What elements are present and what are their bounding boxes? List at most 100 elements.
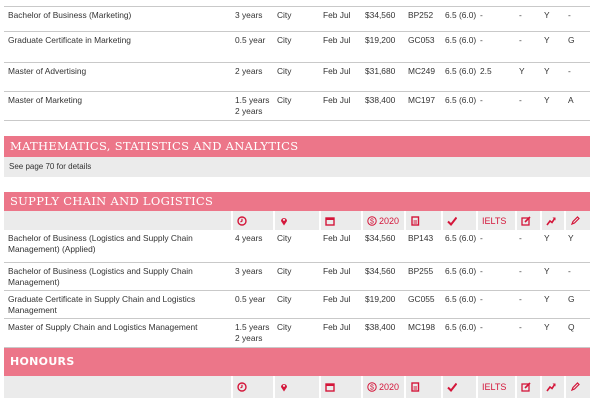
table-row: Master of Marketing 1.5 years 2 years City… [4, 92, 590, 121]
cell-duration: 4 years [235, 233, 263, 243]
cell-c10: - [568, 266, 571, 276]
cell-c9: Y [544, 233, 550, 243]
table-row: Graduate Certificate in Supply Chain and… [4, 291, 590, 319]
cell-c9: Y [544, 322, 550, 332]
cell-name: Master of Advertising [8, 66, 87, 76]
cell-code: GC053 [408, 35, 435, 45]
cell-duration: 0.5 year [235, 294, 266, 304]
clock-icon [231, 376, 273, 398]
cell-duration: 0.5 year [235, 35, 266, 45]
cell-c7: - [480, 294, 483, 304]
location-pin-icon [273, 211, 319, 230]
cell-name: Bachelor of Business (Marketing) [8, 10, 132, 20]
trend-icon [540, 211, 564, 230]
cell-c7: - [480, 10, 483, 20]
cell-c10: Y [568, 233, 574, 243]
cell-fee: $38,400 [365, 95, 396, 105]
cell-intake: Feb Jul [323, 95, 351, 105]
cell-c10: Q [568, 322, 575, 332]
trend-icon [540, 376, 564, 398]
cell-code: GC055 [408, 294, 435, 304]
cell-c9: Y [544, 266, 550, 276]
cell-location: City [277, 266, 292, 276]
cell-c8: Y [519, 66, 525, 76]
cell-intake: Feb Jul [323, 233, 351, 243]
cell-c10: A [568, 95, 574, 105]
cell-c9: Y [544, 35, 550, 45]
column-header-row: $2020 IELTS [4, 376, 590, 398]
cell-intake: Feb Jul [323, 10, 351, 20]
cell-c8: - [519, 95, 522, 105]
cell-code: BP252 [408, 10, 434, 20]
cell-duration: 1.5 years 2 years [235, 95, 270, 116]
cell-c7: - [480, 322, 483, 332]
table-row: Bachelor of Business (Logistics and Supp… [4, 263, 590, 291]
dollar-icon: $2020 [361, 211, 404, 230]
cell-code: MC198 [408, 322, 435, 332]
table-row: Bachelor of Business (Marketing) 3 years C… [4, 7, 590, 32]
cell-location: City [277, 294, 292, 304]
cell-intake: Feb Jul [323, 294, 351, 304]
cell-ielts: 6.5 (6.0) [445, 10, 477, 20]
cell-fee: $34,560 [365, 233, 396, 243]
cell-ielts: 6.5 (6.0) [445, 233, 477, 243]
cell-intake: Feb Jul [323, 322, 351, 332]
cell-c7: - [480, 266, 483, 276]
cell-c10: G [568, 35, 575, 45]
cell-name: Bachelor of Business (Logistics and Supp… [8, 233, 193, 254]
calendar-icon [319, 211, 361, 230]
cell-c8: - [519, 294, 522, 304]
cell-name: Master of Marketing [8, 95, 83, 105]
cell-ielts: 6.5 (6.0) [445, 266, 477, 276]
cell-duration: 2 years [235, 66, 263, 76]
cell-fee: $19,200 [365, 35, 396, 45]
cell-c9: Y [544, 10, 550, 20]
dollar-icon: $2020 [361, 376, 404, 398]
cell-location: City [277, 322, 292, 332]
location-pin-icon [273, 376, 319, 398]
cell-intake: Feb Jul [323, 266, 351, 276]
ielts-header: IELTS [476, 211, 515, 230]
cell-c8: - [519, 10, 522, 20]
cell-location: City [277, 10, 292, 20]
cell-code: BP143 [408, 233, 434, 243]
table-row: Master of Supply Chain and Logistics Man… [4, 319, 590, 348]
table-row: Bachelor of Business (Logistics and Supp… [4, 230, 590, 263]
cell-duration: 3 years [235, 10, 263, 20]
cell-c8: - [519, 322, 522, 332]
cell-c8: - [519, 266, 522, 276]
section-header-mathematics: MATHEMATICS, STATISTICS AND ANALYTICS [4, 136, 590, 157]
cell-c10: G [568, 294, 575, 304]
cell-location: City [277, 66, 292, 76]
cell-c9: Y [544, 66, 550, 76]
cell-duration: 1.5 years 2 years [235, 322, 270, 343]
svg-text:$: $ [370, 218, 374, 225]
calendar-icon [319, 376, 361, 398]
cell-code: MC197 [408, 95, 435, 105]
cell-c8: - [519, 35, 522, 45]
clock-icon [231, 211, 273, 230]
cell-intake: Feb Jul [323, 35, 351, 45]
cell-fee: $34,560 [365, 266, 396, 276]
cell-name: Bachelor of Business (Logistics and Supp… [8, 266, 193, 287]
section-header-supply-chain: SUPPLY CHAIN AND LOGISTICS [4, 192, 590, 211]
cell-ielts: 6.5 (6.0) [445, 66, 477, 76]
cell-c8: - [519, 233, 522, 243]
fee-year: 2020 [379, 382, 400, 392]
cell-ielts: 6.5 (6.0) [445, 294, 477, 304]
fee-year: 2020 [379, 215, 400, 226]
cell-c7: - [480, 233, 483, 243]
edit-icon [515, 376, 540, 398]
cell-ielts: 6.5 (6.0) [445, 322, 477, 332]
cell-fee: $34,560 [365, 10, 396, 20]
svg-text:$: $ [370, 385, 374, 392]
table-row: Master of Advertising 2 years City Feb Jul $… [4, 63, 590, 92]
cell-c7: - [480, 95, 483, 105]
cell-name: Graduate Certificate in Supply Chain and… [8, 294, 196, 315]
cell-ielts: 6.5 (6.0) [445, 95, 477, 105]
pencil-icon [564, 376, 590, 398]
cell-fee: $31,680 [365, 66, 396, 76]
cell-fee: $38,400 [365, 322, 396, 332]
table-row: Graduate Certificate in Marketing 0.5 yea… [4, 32, 590, 63]
cell-name: Master of Supply Chain and Logistics Man… [8, 322, 198, 332]
